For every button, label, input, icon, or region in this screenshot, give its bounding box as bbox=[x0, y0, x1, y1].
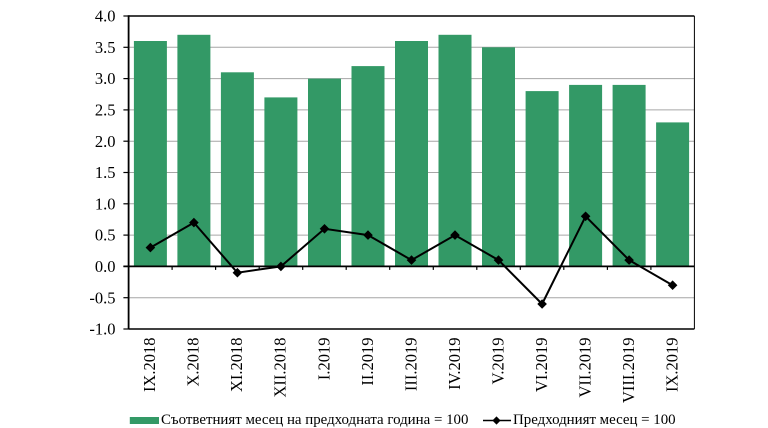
svg-text:Предходният месец = 100: Предходният месец = 100 bbox=[513, 412, 676, 428]
svg-text:X.2018: X.2018 bbox=[184, 338, 203, 387]
svg-text:VIII.2019: VIII.2019 bbox=[619, 338, 638, 404]
svg-text:2.5: 2.5 bbox=[95, 101, 116, 120]
svg-text:VII.2019: VII.2019 bbox=[575, 338, 594, 398]
svg-text:I.2019: I.2019 bbox=[314, 338, 333, 381]
svg-text:0.5: 0.5 bbox=[95, 226, 116, 245]
svg-text:XI.2018: XI.2018 bbox=[227, 338, 246, 393]
svg-text:VI.2019: VI.2019 bbox=[532, 338, 551, 393]
svg-text:1.5: 1.5 bbox=[95, 163, 116, 182]
svg-text:-1.0: -1.0 bbox=[89, 320, 115, 339]
svg-text:IV.2019: IV.2019 bbox=[445, 338, 464, 390]
svg-text:3.0: 3.0 bbox=[95, 69, 116, 88]
svg-text:IX.2019: IX.2019 bbox=[662, 338, 681, 393]
svg-text:II.2019: II.2019 bbox=[358, 338, 377, 386]
svg-text:0.0: 0.0 bbox=[95, 257, 116, 276]
svg-text:V.2019: V.2019 bbox=[488, 338, 507, 385]
svg-text:3.5: 3.5 bbox=[95, 38, 116, 57]
svg-text:1.0: 1.0 bbox=[95, 194, 116, 213]
svg-text:2.0: 2.0 bbox=[95, 132, 116, 151]
svg-text:Съответният месец на предходна: Съответният месец на предходната година … bbox=[161, 412, 468, 428]
svg-text:XII.2018: XII.2018 bbox=[271, 338, 290, 398]
svg-text:IX.2018: IX.2018 bbox=[140, 338, 159, 393]
svg-text:-0.5: -0.5 bbox=[89, 288, 115, 307]
svg-text:III.2019: III.2019 bbox=[401, 338, 420, 392]
svg-text:4.0: 4.0 bbox=[95, 7, 116, 26]
